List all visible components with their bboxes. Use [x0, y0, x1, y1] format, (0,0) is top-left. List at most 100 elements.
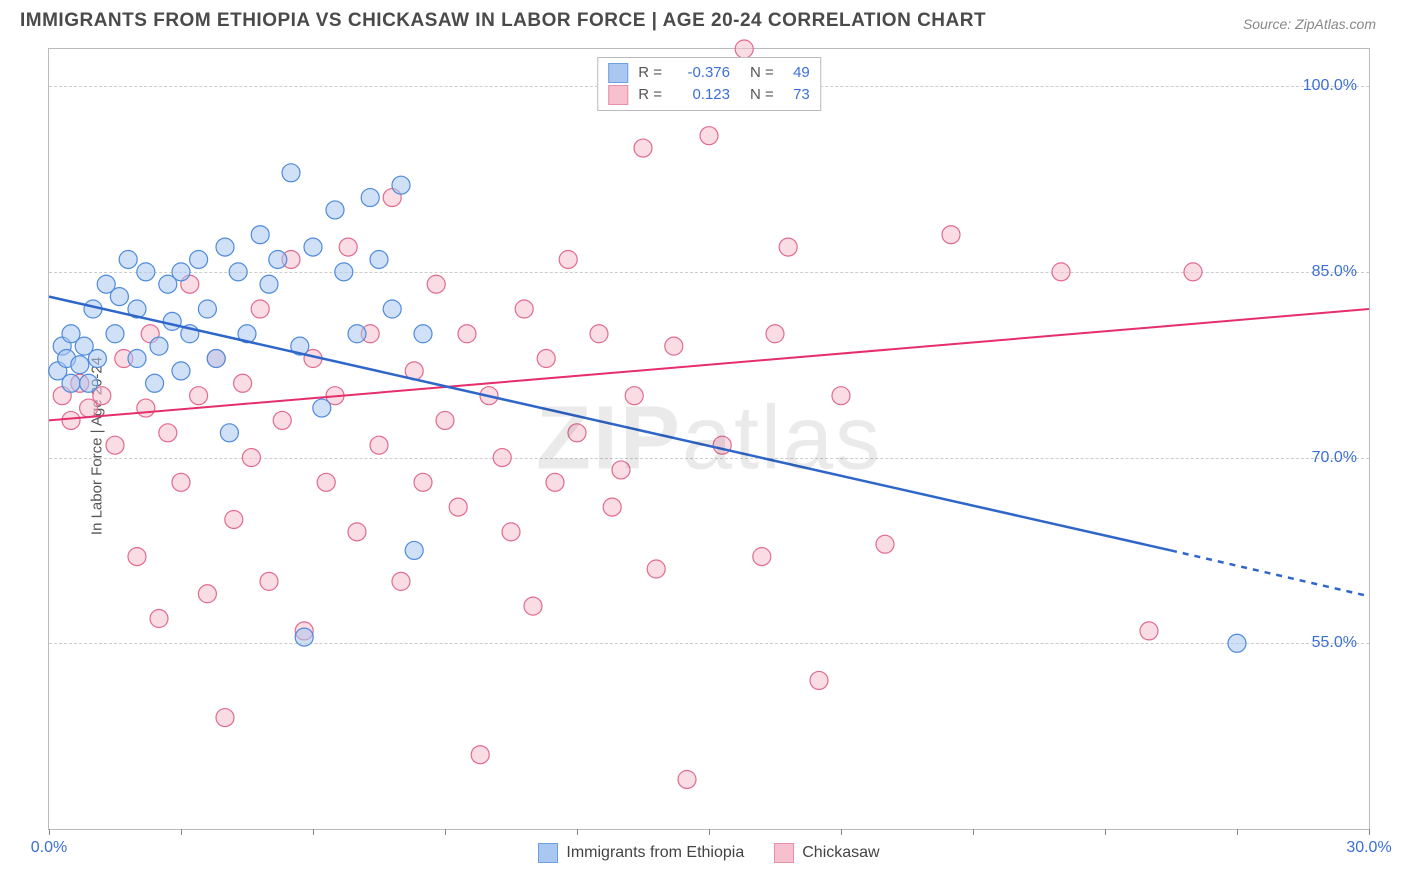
scatter-point-ethiopia — [392, 176, 410, 194]
n-value-ethiopia: 49 — [782, 62, 810, 84]
trendline-ethiopia-extrapolated — [1171, 550, 1369, 596]
x-tick — [181, 829, 182, 835]
scatter-point-chickasaw — [317, 473, 335, 491]
scatter-point-ethiopia — [110, 288, 128, 306]
x-tick — [709, 829, 710, 835]
scatter-point-chickasaw — [242, 449, 260, 467]
scatter-point-chickasaw — [234, 374, 252, 392]
scatter-point-chickasaw — [225, 510, 243, 528]
scatter-point-ethiopia — [198, 300, 216, 318]
scatter-point-ethiopia — [383, 300, 401, 318]
scatter-point-ethiopia — [172, 362, 190, 380]
legend-row-chickasaw: R = 0.123 N = 73 — [608, 84, 810, 106]
y-tick-label: 100.0% — [1303, 77, 1357, 95]
y-tick-label: 55.0% — [1312, 634, 1357, 652]
scatter-point-chickasaw — [137, 399, 155, 417]
scatter-point-chickasaw — [590, 325, 608, 343]
scatter-point-chickasaw — [216, 709, 234, 727]
scatter-point-ethiopia — [335, 263, 353, 281]
chart-area: ZIPatlas R = -0.376 N = 49 R = 0.123 N =… — [48, 48, 1370, 830]
legend-swatch-chickasaw — [608, 85, 628, 105]
scatter-point-chickasaw — [414, 473, 432, 491]
r-prefix: R = — [638, 62, 662, 84]
legend-row-ethiopia: R = -0.376 N = 49 — [608, 62, 810, 84]
scatter-point-chickasaw — [753, 548, 771, 566]
x-tick — [973, 829, 974, 835]
scatter-point-chickasaw — [524, 597, 542, 615]
scatter-point-ethiopia — [313, 399, 331, 417]
scatter-point-ethiopia — [326, 201, 344, 219]
scatter-point-chickasaw — [348, 523, 366, 541]
scatter-point-ethiopia — [207, 350, 225, 368]
x-tick — [313, 829, 314, 835]
scatter-point-chickasaw — [251, 300, 269, 318]
scatter-point-chickasaw — [339, 238, 357, 256]
scatter-point-ethiopia — [370, 250, 388, 268]
scatter-point-ethiopia — [414, 325, 432, 343]
scatter-point-ethiopia — [304, 238, 322, 256]
scatter-point-chickasaw — [370, 436, 388, 454]
y-tick-label: 85.0% — [1312, 263, 1357, 281]
r-prefix: R = — [638, 84, 662, 106]
scatter-point-ethiopia — [106, 325, 124, 343]
legend-swatch-ethiopia — [608, 63, 628, 83]
scatter-point-chickasaw — [273, 411, 291, 429]
scatter-point-ethiopia — [220, 424, 238, 442]
scatter-point-ethiopia — [282, 164, 300, 182]
scatter-point-chickasaw — [458, 325, 476, 343]
scatter-point-chickasaw — [832, 387, 850, 405]
x-tick — [1237, 829, 1238, 835]
scatter-point-chickasaw — [678, 770, 696, 788]
legend-item-ethiopia: Immigrants from Ethiopia — [538, 843, 744, 863]
scatter-point-ethiopia — [163, 312, 181, 330]
x-tick — [841, 829, 842, 835]
scatter-point-ethiopia — [71, 356, 89, 374]
r-value-chickasaw: 0.123 — [670, 84, 730, 106]
x-tick — [577, 829, 578, 835]
scatter-point-chickasaw — [260, 572, 278, 590]
scatter-point-chickasaw — [634, 139, 652, 157]
scatter-point-ethiopia — [137, 263, 155, 281]
scatter-point-chickasaw — [625, 387, 643, 405]
scatter-point-chickasaw — [568, 424, 586, 442]
scatter-point-ethiopia — [62, 374, 80, 392]
x-tick — [445, 829, 446, 835]
scatter-point-chickasaw — [150, 610, 168, 628]
scatter-point-chickasaw — [436, 411, 454, 429]
scatter-point-chickasaw — [172, 473, 190, 491]
n-prefix: N = — [750, 84, 774, 106]
scatter-point-chickasaw — [128, 548, 146, 566]
scatter-point-chickasaw — [106, 436, 124, 454]
scatter-point-chickasaw — [603, 498, 621, 516]
scatter-point-chickasaw — [493, 449, 511, 467]
scatter-point-ethiopia — [88, 350, 106, 368]
scatter-point-chickasaw — [559, 250, 577, 268]
scatter-point-ethiopia — [190, 250, 208, 268]
source-label: Source: ZipAtlas.com — [1243, 16, 1376, 32]
r-value-ethiopia: -0.376 — [670, 62, 730, 84]
scatter-point-chickasaw — [735, 40, 753, 58]
scatter-point-chickasaw — [62, 411, 80, 429]
scatter-point-ethiopia — [172, 263, 190, 281]
scatter-point-chickasaw — [612, 461, 630, 479]
scatter-point-ethiopia — [229, 263, 247, 281]
scatter-point-ethiopia — [146, 374, 164, 392]
scatter-point-chickasaw — [502, 523, 520, 541]
scatter-point-chickasaw — [515, 300, 533, 318]
n-prefix: N = — [750, 62, 774, 84]
scatter-point-chickasaw — [942, 226, 960, 244]
n-value-chickasaw: 73 — [782, 84, 810, 106]
x-tick — [1369, 829, 1370, 835]
series-legend: Immigrants from Ethiopia Chickasaw — [49, 843, 1369, 863]
scatter-point-chickasaw — [198, 585, 216, 603]
scatter-point-ethiopia — [348, 325, 366, 343]
scatter-point-ethiopia — [128, 350, 146, 368]
correlation-legend: R = -0.376 N = 49 R = 0.123 N = 73 — [597, 57, 821, 111]
scatter-point-chickasaw — [1184, 263, 1202, 281]
legend-swatch-icon — [774, 843, 794, 863]
scatter-point-chickasaw — [427, 275, 445, 293]
x-tick — [49, 829, 50, 835]
legend-swatch-icon — [538, 843, 558, 863]
scatter-point-ethiopia — [405, 541, 423, 559]
scatter-point-ethiopia — [150, 337, 168, 355]
